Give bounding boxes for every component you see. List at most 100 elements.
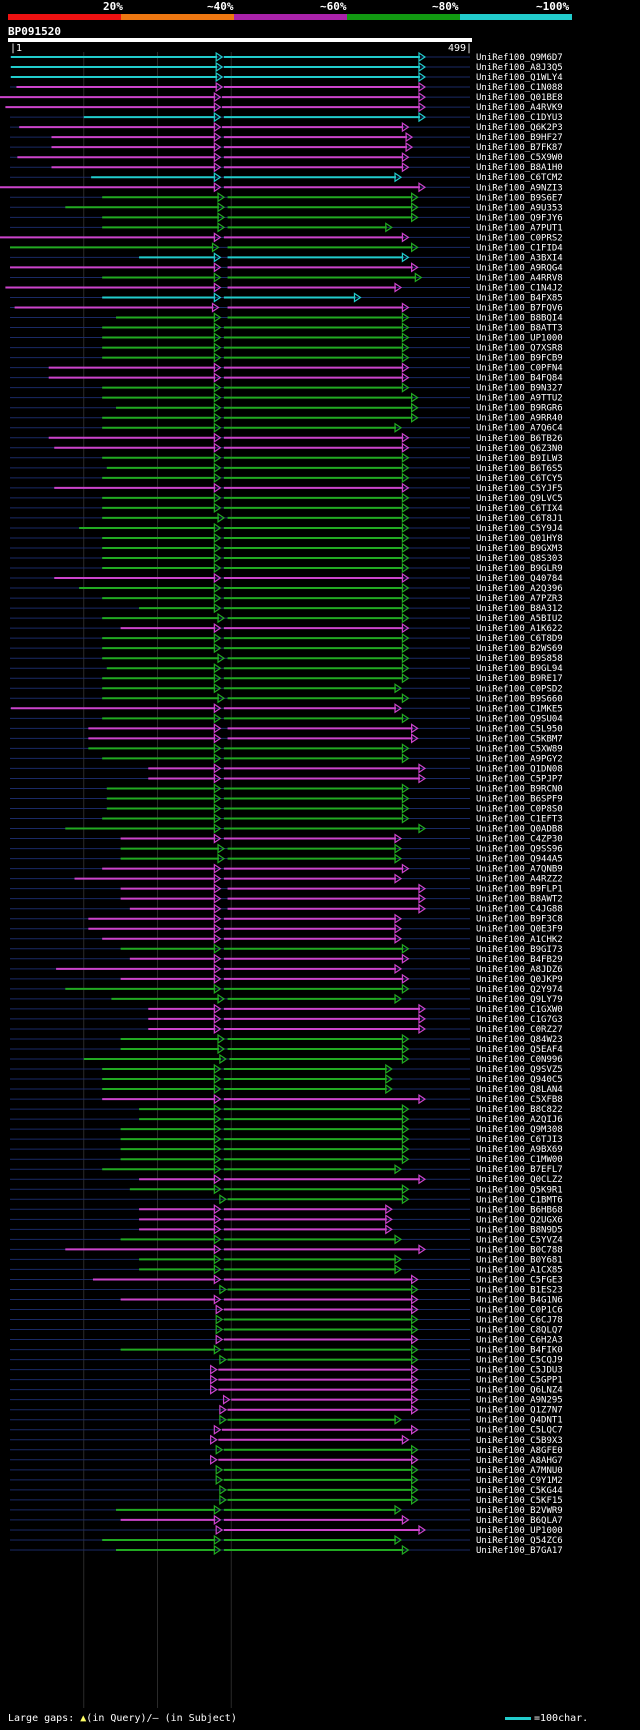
- hit-row[interactable]: UniRef100_Q9LVC5: [10, 492, 563, 504]
- hit-label[interactable]: UniRef100_B8ATT3: [476, 324, 563, 334]
- hit-row[interactable]: UniRef100_Q4DNT1: [10, 1414, 563, 1426]
- hit-row[interactable]: UniRef100_B6SPF9: [10, 793, 563, 804]
- hit-row[interactable]: UniRef100_A1CX85: [10, 1264, 563, 1275]
- hit-row[interactable]: UniRef100_B8BQI4: [10, 312, 563, 324]
- hit-row[interactable]: UniRef100_A9U353: [10, 202, 563, 213]
- hit-label[interactable]: UniRef100_B8BQI4: [476, 314, 563, 324]
- hit-label[interactable]: UniRef100_Q5EAF4: [476, 1045, 563, 1055]
- hit-row[interactable]: UniRef100_A5BIU2: [10, 612, 563, 624]
- hit-row[interactable]: UniRef100_Q8S303: [10, 552, 563, 564]
- hit-label[interactable]: UniRef100_B6HB68: [476, 1205, 563, 1215]
- hit-label[interactable]: UniRef100_C6T8D9: [476, 634, 563, 644]
- hit-row[interactable]: UniRef100_Q5K9R1: [10, 1184, 563, 1195]
- hit-label[interactable]: UniRef100_B9F3C8: [476, 915, 563, 925]
- hit-label[interactable]: UniRef100_C5X9W0: [476, 153, 563, 163]
- hit-label[interactable]: UniRef100_Q0CLZ2: [476, 1175, 563, 1185]
- hit-row[interactable]: UniRef100_C1DYU3: [10, 111, 563, 123]
- hit-row[interactable]: UniRef100_B0C788: [10, 1244, 563, 1255]
- hit-label[interactable]: UniRef100_Q9SS96: [476, 845, 563, 855]
- hit-label[interactable]: UniRef100_B6T6S5: [476, 464, 563, 474]
- hit-row[interactable]: UniRef100_B8N9D5: [10, 1224, 563, 1235]
- hit-label[interactable]: UniRef100_A3BXI4: [476, 253, 563, 263]
- hit-row[interactable]: UniRef100_Q0JKP9: [10, 973, 563, 985]
- hit-row[interactable]: UniRef100_B7FK87: [10, 142, 563, 153]
- hit-row[interactable]: UniRef100_C1N4J2: [5, 282, 563, 293]
- hit-label[interactable]: UniRef100_A9RR40: [476, 414, 563, 424]
- hit-row[interactable]: UniRef100_C1EFT3: [10, 813, 563, 825]
- hit-row[interactable]: UniRef100_B9N327: [10, 382, 563, 394]
- hit-label[interactable]: UniRef100_B0C788: [476, 1245, 563, 1255]
- hit-label[interactable]: UniRef100_B6TB26: [476, 434, 563, 444]
- hit-row[interactable]: UniRef100_B8A1H0: [10, 162, 563, 173]
- hit-row[interactable]: UniRef100_C4JG88: [10, 903, 563, 915]
- hit-label[interactable]: UniRef100_Q01HY8: [476, 534, 563, 544]
- hit-row[interactable]: UniRef100_C6T8J1: [10, 512, 563, 524]
- hit-row[interactable]: UniRef100_B7GA17: [10, 1544, 563, 1556]
- hit-row[interactable]: UniRef100_C5Y9J4: [10, 522, 563, 534]
- hit-label[interactable]: UniRef100_B9FLP1: [476, 885, 563, 895]
- hit-label[interactable]: UniRef100_Q6LNZ4: [476, 1386, 563, 1396]
- hit-label[interactable]: UniRef100_C0P8S0: [476, 805, 563, 815]
- hit-label[interactable]: UniRef100_Q54ZC6: [476, 1536, 563, 1546]
- hit-label[interactable]: UniRef100_C0PRS2: [476, 233, 563, 243]
- hit-row[interactable]: UniRef100_Q9SS96: [10, 843, 563, 855]
- hit-label[interactable]: UniRef100_Q9LVC5: [476, 494, 563, 504]
- hit-label[interactable]: UniRef100_B9GXM3: [476, 544, 563, 554]
- hit-label[interactable]: UniRef100_C6TCM2: [476, 173, 563, 183]
- hit-label[interactable]: UniRef100_C4JG88: [476, 905, 563, 915]
- hit-label[interactable]: UniRef100_Q6Z3N0: [476, 444, 563, 454]
- hit-row[interactable]: UniRef100_C5KBM7: [10, 733, 563, 744]
- hit-row[interactable]: UniRef100_Q2UGX6: [10, 1214, 563, 1225]
- hit-row[interactable]: UniRef100_B8A312: [10, 602, 563, 614]
- hit-label[interactable]: UniRef100_C1DYU3: [476, 113, 563, 123]
- hit-row[interactable]: UniRef100_B6T6S5: [10, 462, 563, 474]
- hit-label[interactable]: UniRef100_B8C822: [476, 1105, 563, 1115]
- hit-row[interactable]: UniRef100_B6TB26: [10, 432, 563, 444]
- hit-label[interactable]: UniRef100_B9GI73: [476, 945, 563, 955]
- hit-label[interactable]: UniRef100_A7PZR3: [476, 594, 563, 604]
- hit-label[interactable]: UniRef100_B4FB29: [476, 955, 563, 965]
- hit-row[interactable]: UniRef100_A7QNB9: [10, 863, 563, 875]
- hit-label[interactable]: UniRef100_B9ILW3: [476, 454, 563, 464]
- hit-label[interactable]: UniRef100_Q4DNT1: [476, 1416, 563, 1426]
- hit-row[interactable]: UniRef100_B9RCN0: [10, 783, 563, 794]
- hit-row[interactable]: UniRef100_Q9M308: [10, 1124, 563, 1135]
- hit-label[interactable]: UniRef100_B1ES23: [476, 1285, 563, 1295]
- hit-label[interactable]: UniRef100_C0P1C6: [476, 1306, 563, 1316]
- hit-label[interactable]: UniRef100_B9RCN0: [476, 784, 563, 794]
- hit-label[interactable]: UniRef100_C1N4J2: [476, 283, 563, 293]
- hit-label[interactable]: UniRef100_C9Y1M2: [476, 1476, 563, 1486]
- hit-row[interactable]: UniRef100_B6QLA7: [10, 1514, 563, 1526]
- hit-label[interactable]: UniRef100_Q84W23: [476, 1035, 563, 1045]
- hit-row[interactable]: UniRef100_C1FID4: [10, 242, 563, 253]
- hit-row[interactable]: UniRef100_C5L950: [10, 723, 563, 734]
- hit-row[interactable]: UniRef100_Q1WLY4: [10, 71, 563, 83]
- hit-row[interactable]: UniRef100_B9HF27: [10, 132, 563, 143]
- hit-row[interactable]: UniRef100_Q0E3F9: [10, 923, 563, 935]
- hit-row[interactable]: UniRef100_C8QLQ7: [10, 1324, 563, 1336]
- hit-label[interactable]: UniRef100_C6CJ78: [476, 1316, 563, 1326]
- hit-label[interactable]: UniRef100_A8J3Q5: [476, 63, 563, 73]
- hit-label[interactable]: UniRef100_Q9FJY6: [476, 213, 563, 223]
- hit-label[interactable]: UniRef100_Q9SU04: [476, 714, 563, 724]
- hit-row[interactable]: UniRef100_Q5EAF4: [10, 1043, 563, 1055]
- hit-row[interactable]: UniRef100_B9ILW3: [10, 452, 563, 464]
- hit-row[interactable]: UniRef100_C6CJ78: [10, 1314, 563, 1326]
- hit-row[interactable]: UniRef100_C5KG44: [10, 1484, 563, 1496]
- hit-label[interactable]: UniRef100_B9S858: [476, 654, 563, 664]
- hit-label[interactable]: UniRef100_A9PGY2: [476, 754, 563, 764]
- hit-label[interactable]: UniRef100_C5PJP7: [476, 774, 563, 784]
- hit-label[interactable]: UniRef100_Q2Y974: [476, 985, 563, 995]
- hit-row[interactable]: UniRef100_C1BMT6: [10, 1194, 563, 1205]
- hit-row[interactable]: UniRef100_Q0ADB8: [10, 823, 563, 835]
- hit-label[interactable]: UniRef100_B7GA17: [476, 1546, 563, 1556]
- hit-label[interactable]: UniRef100_C5FGE3: [476, 1275, 563, 1285]
- hit-row[interactable]: UniRef100_C5XFB8: [10, 1093, 563, 1105]
- hit-row[interactable]: UniRef100_C6TJI3: [10, 1134, 563, 1145]
- hit-row[interactable]: UniRef100_A9RQG4: [10, 262, 563, 273]
- hit-label[interactable]: UniRef100_C5KF15: [476, 1496, 563, 1506]
- hit-row[interactable]: UniRef100_A9TTU2: [10, 392, 563, 404]
- hit-row[interactable]: UniRef100_B4FQ84: [10, 372, 563, 384]
- hit-row[interactable]: UniRef100_A8GFE0: [10, 1444, 563, 1456]
- hit-row[interactable]: UniRef100_C1G7G3: [10, 1013, 563, 1025]
